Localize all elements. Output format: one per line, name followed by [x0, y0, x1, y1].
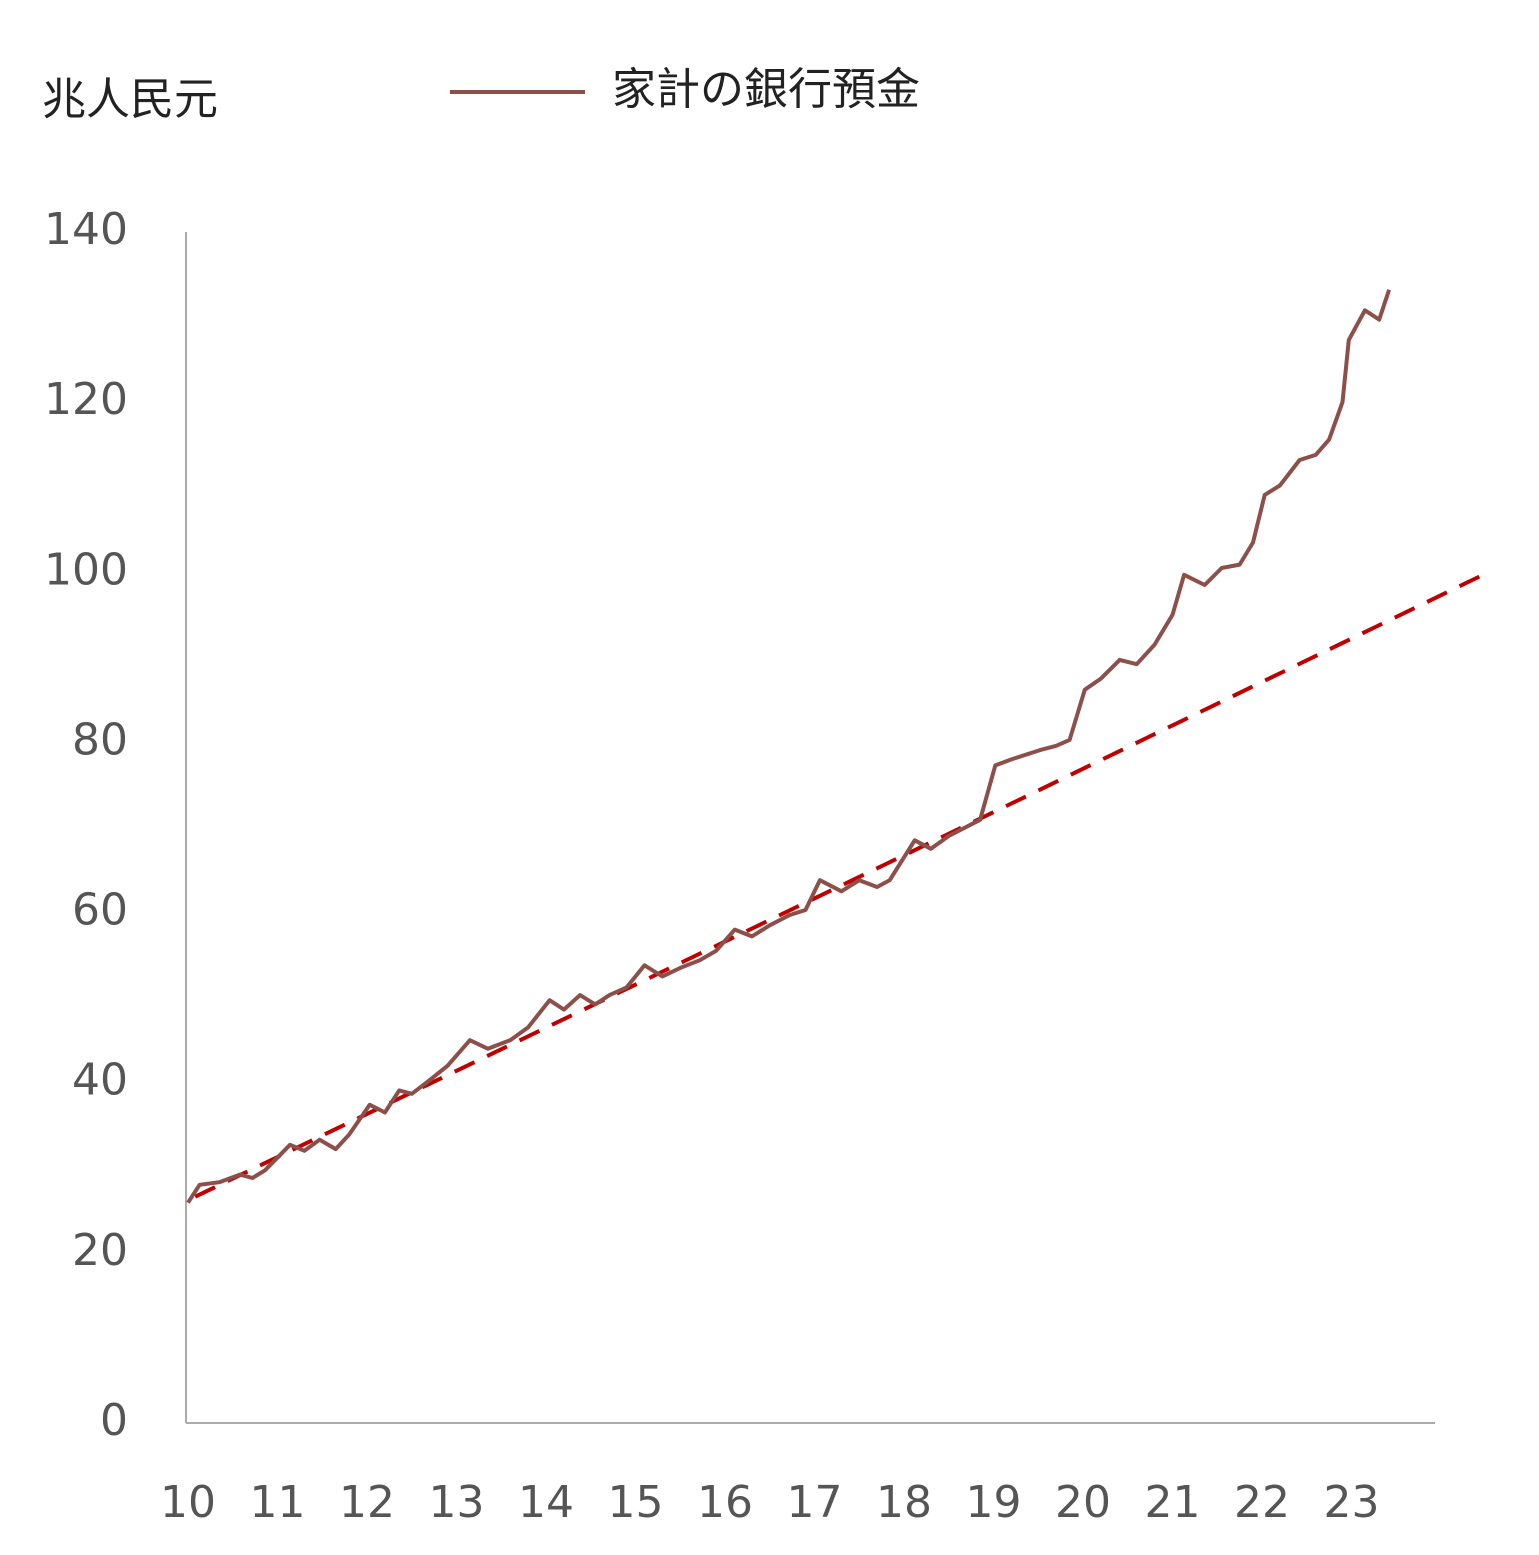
x-tick-label: 10 [160, 1477, 216, 1528]
x-tick-label: 17 [787, 1477, 843, 1528]
x-tick-label: 12 [339, 1477, 395, 1528]
y-tick-label: 20 [72, 1225, 128, 1276]
y-tick-label: 140 [44, 204, 128, 255]
x-tick-label: 13 [429, 1477, 485, 1528]
x-tick-label: 23 [1324, 1477, 1380, 1528]
x-tick-label: 22 [1234, 1477, 1290, 1528]
y-tick-label: 40 [72, 1055, 128, 1106]
y-axis-label: 兆人民元 [42, 74, 218, 125]
x-tick-label: 15 [608, 1477, 664, 1528]
x-tick-label: 16 [697, 1477, 753, 1528]
x-tick-label: 20 [1055, 1477, 1111, 1528]
y-tick-label: 100 [44, 544, 128, 595]
trend-line [194, 571, 1488, 1199]
y-tick-label: 80 [72, 714, 128, 765]
x-tick-label: 19 [966, 1477, 1022, 1528]
data-line [186, 289, 1391, 1204]
y-tick-label: 60 [72, 885, 128, 936]
y-tick-label: 0 [100, 1395, 128, 1446]
x-tick-label: 14 [518, 1477, 574, 1528]
y-tick-label: 120 [44, 374, 128, 425]
x-tick-label: 11 [250, 1477, 306, 1528]
x-tick-label: 21 [1145, 1477, 1201, 1528]
x-tick-label: 18 [876, 1477, 932, 1528]
legend-label: 家計の銀行預金 [612, 64, 920, 115]
